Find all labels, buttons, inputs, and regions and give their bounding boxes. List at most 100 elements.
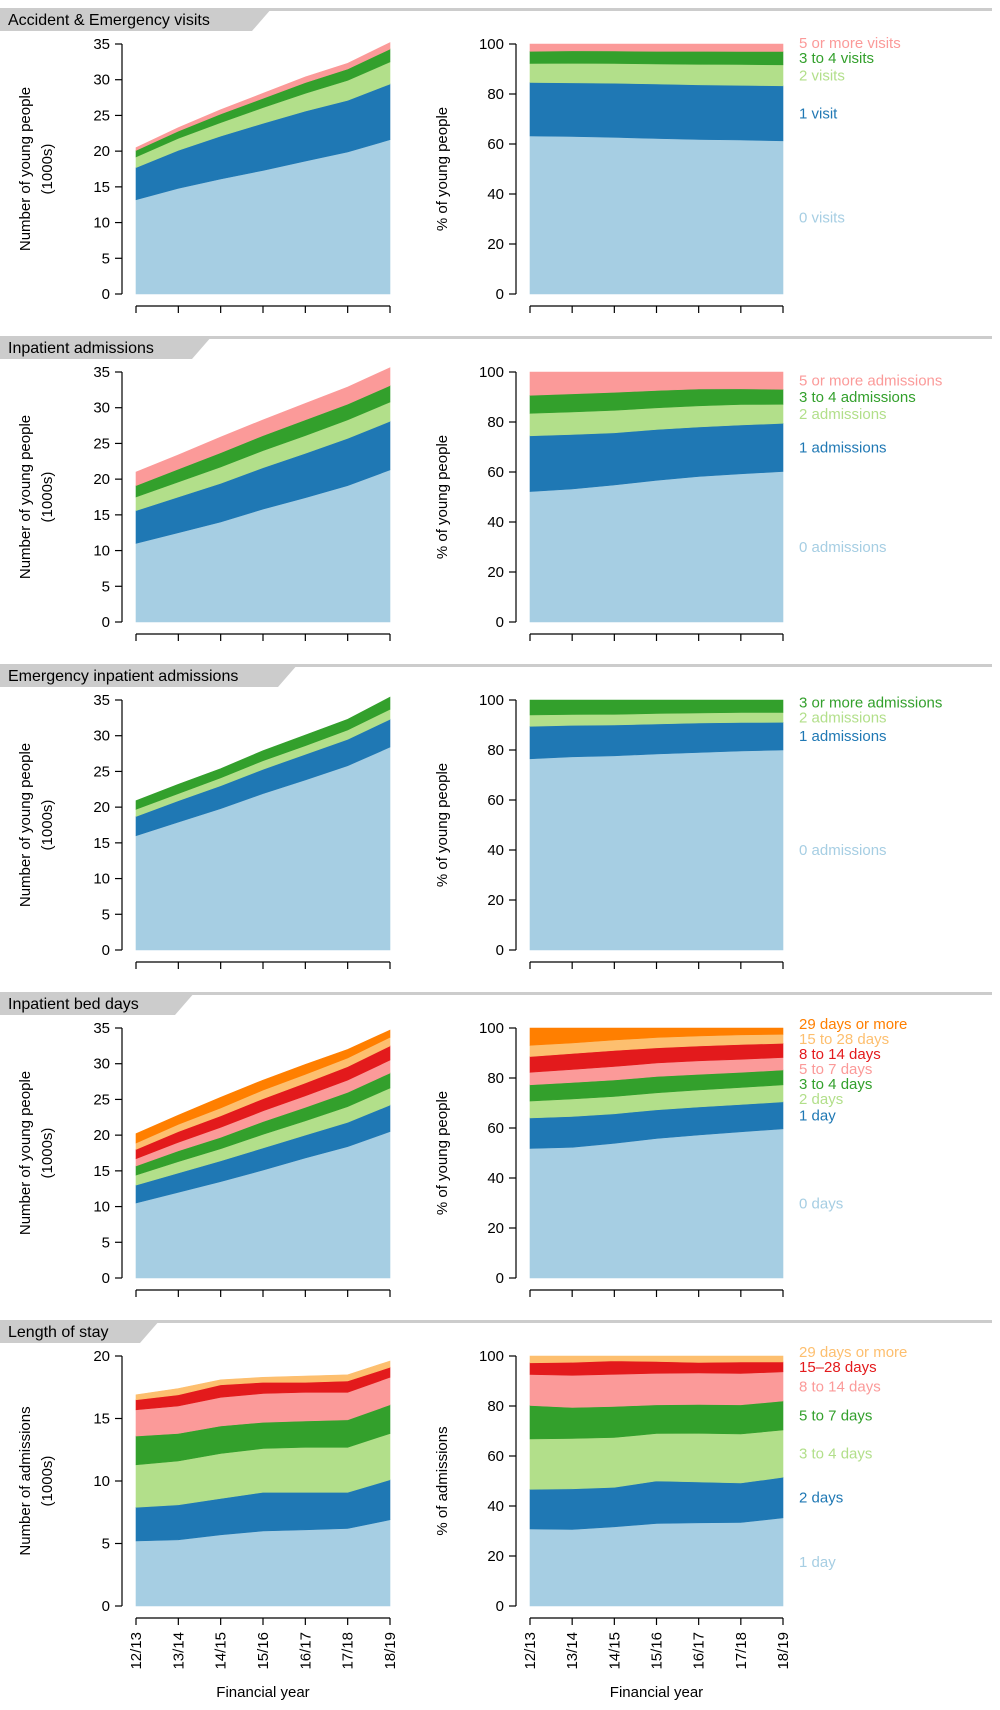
y-tick-label: 30 — [93, 1056, 110, 1073]
panel-title: Inpatient admissions — [8, 340, 154, 357]
y-tick-label: 5 — [102, 578, 110, 595]
area-series — [529, 1360, 784, 1376]
y-tick-label: 35 — [93, 36, 110, 53]
series-label: 1 visit — [799, 105, 838, 122]
y-tick-label: 20 — [93, 1348, 110, 1365]
y-axis-title: % of young people — [434, 763, 451, 887]
area-series — [529, 699, 784, 716]
y-tick-label: 40 — [487, 1498, 504, 1515]
y-tick-label: 30 — [93, 72, 110, 89]
y-tick-label: 40 — [487, 514, 504, 531]
y-tick-label: 0 — [102, 614, 110, 631]
x-tick-label: 15/16 — [255, 1632, 272, 1670]
area-series — [529, 749, 784, 951]
area-series — [529, 1027, 784, 1046]
x-tick-label: 14/15 — [213, 1632, 230, 1670]
series-label: 5 to 7 days — [799, 1408, 872, 1425]
y-axis-title: Number of young people — [17, 1071, 34, 1235]
x-tick-label: 13/14 — [170, 1632, 187, 1670]
panel-title: Emergency inpatient admissions — [8, 668, 238, 685]
x-axis-title: Financial year — [216, 1684, 309, 1701]
y-tick-label: 40 — [487, 1170, 504, 1187]
y-axis-title: (1000s) — [39, 800, 56, 851]
y-tick-label: 10 — [93, 215, 110, 232]
y-tick-label: 0 — [496, 942, 504, 959]
y-tick-label: 5 — [102, 906, 110, 923]
panel-header: Inpatient bed days — [0, 992, 992, 1015]
x-tick-label: 16/17 — [297, 1632, 314, 1670]
y-tick-label: 0 — [102, 1270, 110, 1287]
y-tick-label: 15 — [93, 1163, 110, 1180]
y-tick-label: 20 — [487, 236, 504, 253]
series-label: 29 days or more — [799, 1344, 907, 1361]
y-tick-label: 15 — [93, 835, 110, 852]
y-tick-label: 25 — [93, 107, 110, 124]
series-label: 5 or more admissions — [799, 373, 942, 390]
header-tab — [0, 992, 195, 1015]
series-label: 29 days or more — [799, 1016, 907, 1033]
y-tick-label: 0 — [496, 286, 504, 303]
header-rule — [0, 664, 992, 667]
y-axis-title: Number of young people — [17, 743, 34, 907]
y-axis-title: % of admissions — [434, 1426, 451, 1535]
y-axis-title: (1000s) — [39, 472, 56, 523]
y-tick-label: 80 — [487, 742, 504, 759]
y-tick-label: 25 — [93, 1091, 110, 1108]
y-tick-label: 30 — [93, 728, 110, 745]
y-tick-label: 20 — [93, 471, 110, 488]
area-series — [529, 50, 784, 66]
y-tick-label: 25 — [93, 435, 110, 452]
area-series — [529, 371, 784, 396]
y-tick-label: 60 — [487, 136, 504, 153]
y-tick-label: 10 — [93, 543, 110, 560]
y-tick-label: 0 — [496, 1270, 504, 1287]
y-tick-label: 100 — [479, 36, 504, 53]
y-axis-title: Number of young people — [17, 87, 34, 251]
y-tick-label: 30 — [93, 400, 110, 417]
area-series — [529, 1371, 784, 1408]
y-tick-label: 5 — [102, 250, 110, 267]
area-series — [135, 1029, 391, 1144]
y-axis-title: Number of young people — [17, 415, 34, 579]
y-tick-label: 60 — [487, 792, 504, 809]
y-tick-label: 60 — [487, 1448, 504, 1465]
header-rule — [0, 336, 992, 339]
y-tick-label: 20 — [487, 1548, 504, 1565]
area-series — [529, 62, 784, 87]
y-tick-label: 40 — [487, 186, 504, 203]
x-tick-label: 13/14 — [564, 1632, 581, 1670]
chart-panel: 0 5 10 15 20 12/13 13/14 14/15 15/16 16/17 17/18 18… — [17, 1348, 399, 1701]
y-tick-label: 60 — [487, 1120, 504, 1137]
series-label: 1 day — [799, 1554, 836, 1571]
area-series — [135, 367, 391, 487]
header-rule — [0, 1320, 992, 1323]
y-tick-label: 35 — [93, 692, 110, 709]
panel-header: Length of stay — [0, 1320, 992, 1343]
series-label: 2 days — [799, 1490, 843, 1507]
y-tick-label: 10 — [93, 871, 110, 888]
series-label: 5 or more visits — [799, 35, 901, 52]
series-label: 3 to 4 days — [799, 1076, 872, 1093]
series-label: 15–28 days — [799, 1359, 877, 1376]
x-tick-label: 12/13 — [522, 1632, 539, 1670]
y-axis-title: (1000s) — [39, 144, 56, 195]
y-tick-label: 20 — [487, 564, 504, 581]
header-rule — [0, 992, 992, 995]
y-tick-label: 35 — [93, 364, 110, 381]
y-tick-label: 15 — [93, 507, 110, 524]
y-tick-label: 100 — [479, 364, 504, 381]
area-series — [135, 1360, 391, 1401]
series-label: 1 day — [799, 1107, 836, 1124]
y-tick-label: 0 — [496, 614, 504, 631]
area-series — [529, 1128, 784, 1279]
series-label: 3 to 4 admissions — [799, 389, 916, 406]
series-label: 8 to 14 days — [799, 1378, 881, 1395]
y-tick-label: 20 — [487, 892, 504, 909]
y-tick-label: 20 — [487, 1220, 504, 1237]
header-rule — [0, 8, 992, 11]
y-tick-label: 0 — [102, 286, 110, 303]
area-series — [529, 1355, 784, 1364]
